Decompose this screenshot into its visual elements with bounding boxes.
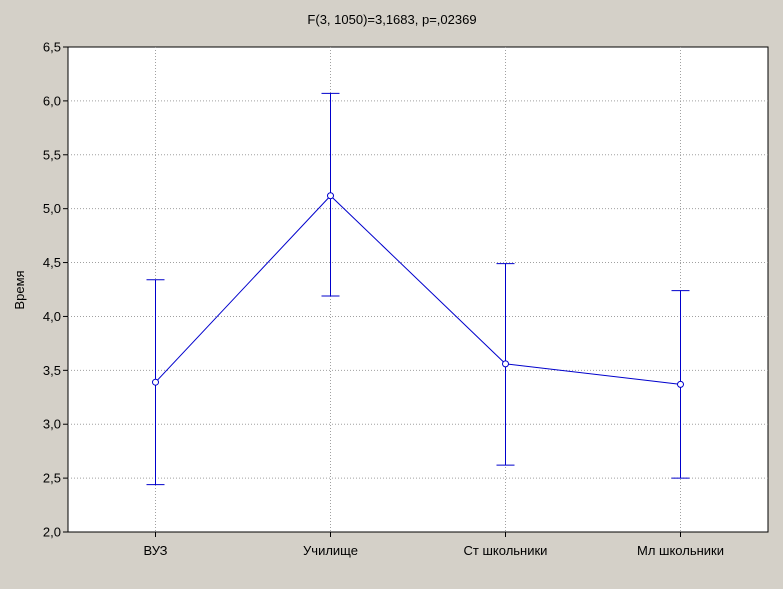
- data-point: [327, 192, 334, 200]
- y-tick-label: 4,5: [43, 255, 61, 270]
- x-tick-label: Училище: [303, 543, 358, 558]
- data-point: [677, 380, 684, 388]
- x-tick-label: ВУЗ: [143, 543, 167, 558]
- series-line: [155, 195, 681, 385]
- series-group: [146, 92, 690, 486]
- y-tick-label: 3,0: [43, 417, 61, 432]
- chart-title: F(3, 1050)=3,1683, p=,02369: [307, 12, 476, 27]
- data-point: [152, 378, 159, 386]
- y-tick-label: 4,0: [43, 309, 61, 324]
- y-tick-label: 3,5: [43, 363, 61, 378]
- y-axis-title: Время: [12, 270, 27, 309]
- y-tick-label: 5,0: [43, 201, 61, 216]
- plot-area: [67, 46, 769, 533]
- x-tick-label: Ст школьники: [464, 543, 548, 558]
- x-axis: ВУЗ Училище Ст школьники Мл школьники: [143, 532, 724, 558]
- y-tick-label: 2,5: [43, 471, 61, 486]
- data-point: [502, 360, 509, 368]
- y-tick-label: 5,5: [43, 147, 61, 162]
- y-tick-label: 6,0: [43, 93, 61, 108]
- y-tick-label: 6,5: [43, 40, 61, 55]
- y-tick-label: 2,0: [43, 525, 61, 540]
- y-axis: 2,0 2,5 3,0 3,5 4,0 4,5 5,0 5,5 6,0 6,5: [43, 40, 68, 540]
- x-tick-label: Мл школьники: [637, 543, 724, 558]
